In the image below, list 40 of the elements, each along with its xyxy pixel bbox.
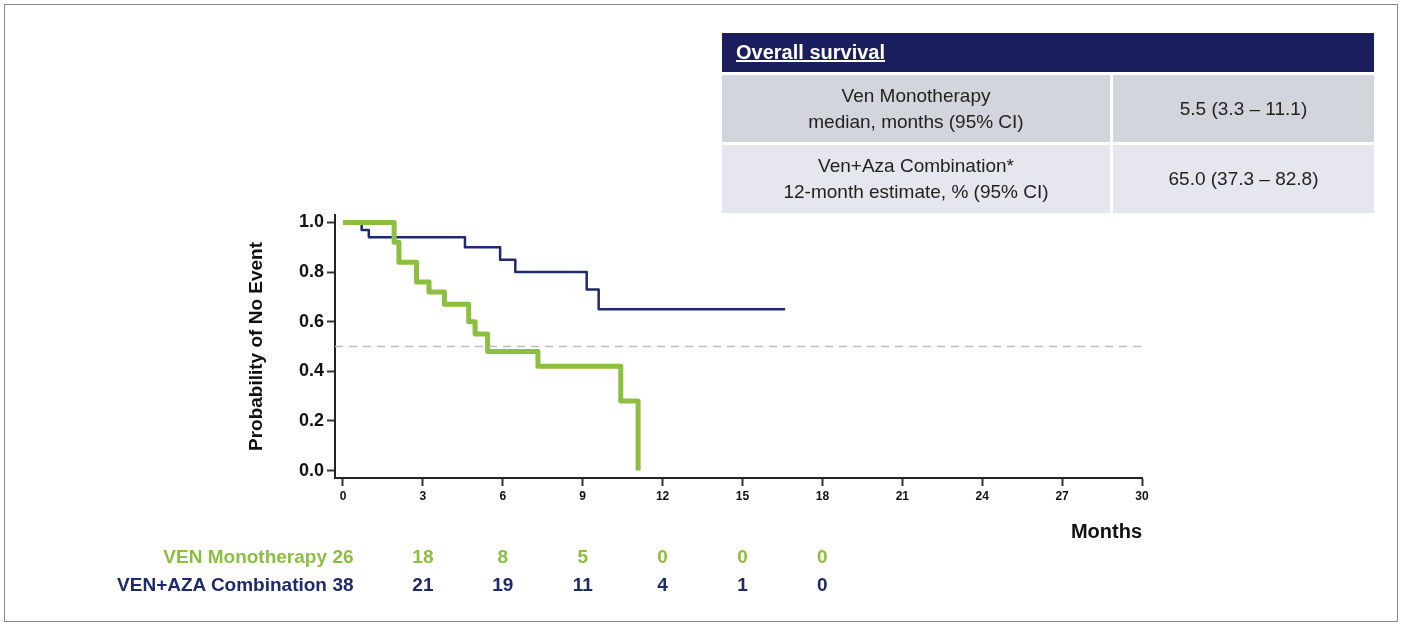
- x-tick-label: 21: [895, 488, 910, 503]
- y-tick-label: 0.2: [298, 409, 324, 430]
- y-tick-label: 1.0: [298, 211, 324, 232]
- y-tick-label: 0.4: [298, 360, 324, 381]
- text: Ven+Aza Combination* 12-month estimate, % (95% CI): [722, 145, 1110, 213]
- x-tick-label: 27: [1055, 488, 1070, 503]
- y-axis-title: Probability of No Event: [244, 241, 266, 452]
- x-axis-title: Months: [1070, 519, 1142, 542]
- y-tick-label: 0.8: [298, 261, 324, 282]
- text: 1: [737, 574, 749, 596]
- x-tick-label: 24: [975, 488, 990, 503]
- text: 11: [572, 574, 594, 596]
- x-tick-label: 30: [1135, 488, 1149, 503]
- x-tick-label: 15: [735, 488, 750, 503]
- x-tick-label: 6: [499, 488, 507, 503]
- text: 0: [817, 546, 828, 568]
- text: 18: [412, 546, 434, 568]
- text: 26: [332, 546, 354, 568]
- text: 21: [412, 574, 434, 596]
- x-tick-label: 0: [339, 488, 347, 503]
- y-tick-label: 0.6: [298, 310, 324, 331]
- text: 5.5 (3.3 – 11.1): [1113, 75, 1374, 143]
- text: 5: [577, 546, 589, 568]
- text: 19: [492, 574, 514, 596]
- text: Overall survival: [722, 33, 1374, 72]
- text: 0: [817, 574, 828, 596]
- text: Ven Monotherapy median, months (95% CI): [722, 75, 1110, 143]
- x-tick-label: 12: [655, 488, 670, 503]
- text: 38: [332, 574, 354, 596]
- x-tick-label: 18: [815, 488, 830, 503]
- x-tick-label: 3: [419, 488, 427, 503]
- x-tick-label: 9: [579, 488, 587, 503]
- text: 8: [497, 546, 509, 568]
- text: 0: [737, 546, 748, 568]
- text: VEN+AZA Combination: [117, 574, 327, 596]
- text: 65.0 (37.3 – 82.8): [1113, 145, 1374, 213]
- text: 0: [657, 546, 668, 568]
- text: VEN Monotherapy: [163, 546, 328, 568]
- text: 4: [657, 574, 669, 596]
- y-tick-label: 0.0: [298, 459, 324, 480]
